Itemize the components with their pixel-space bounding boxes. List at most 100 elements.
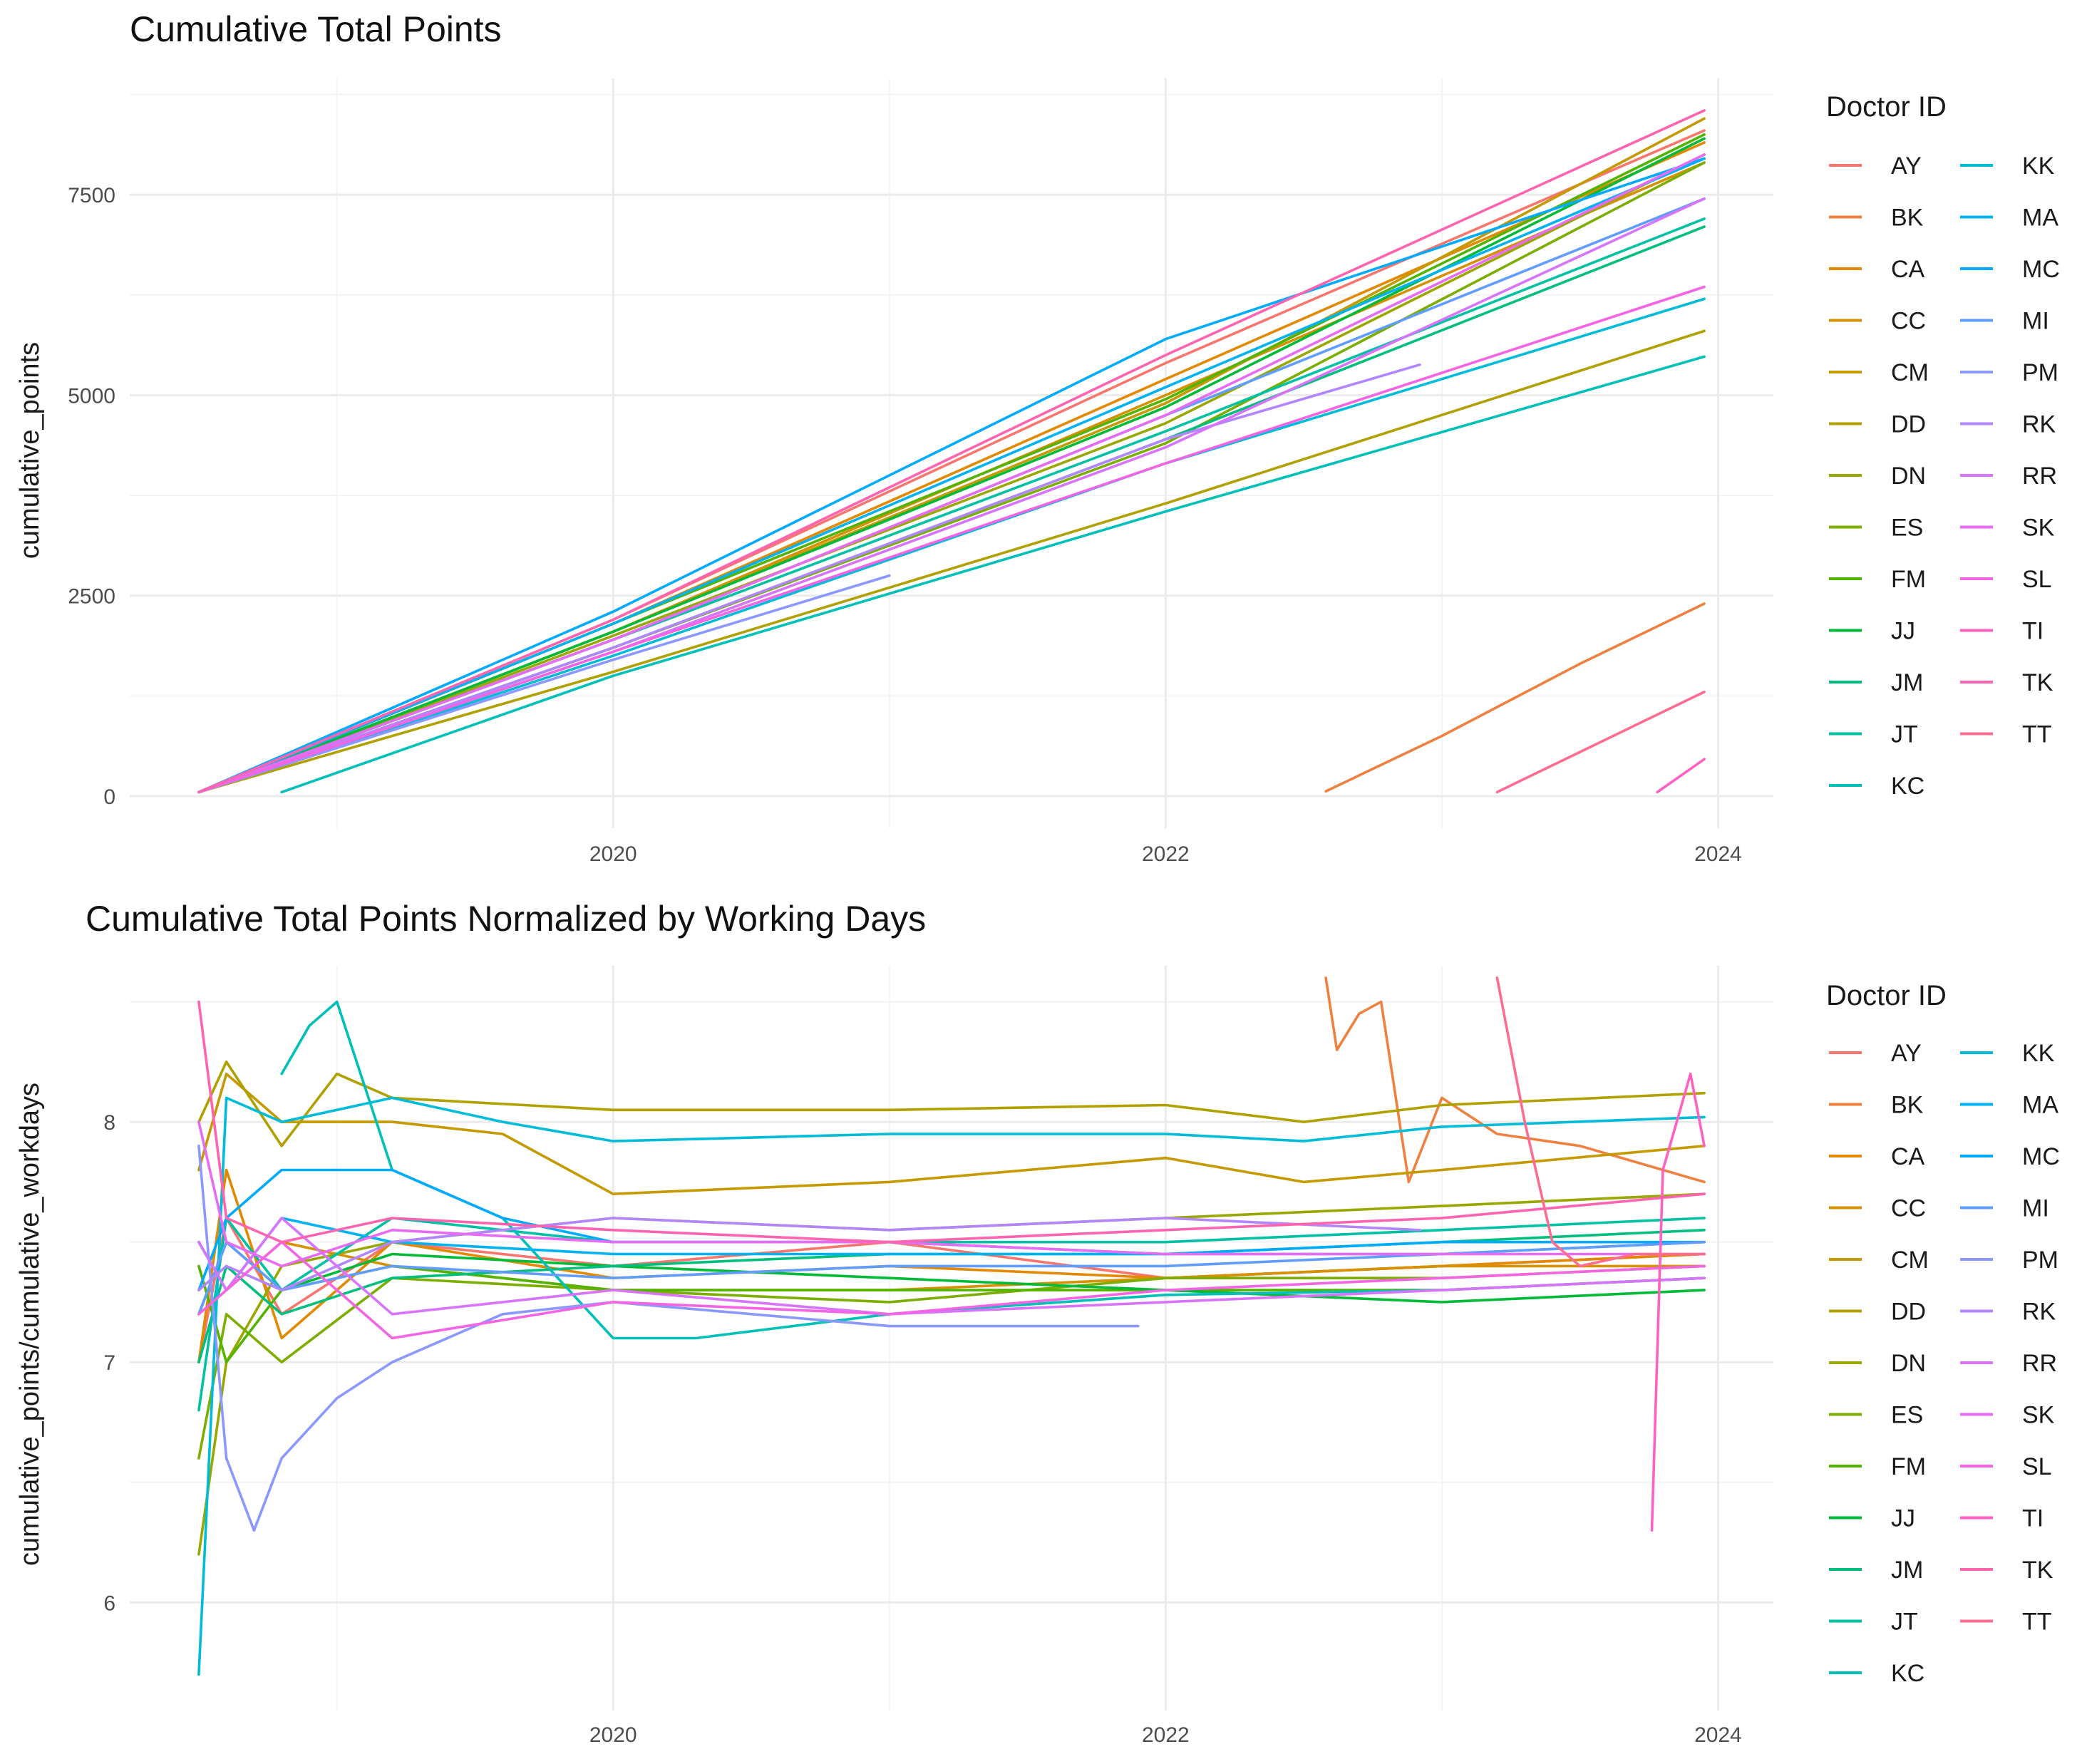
legend-label-jj: JJ bbox=[1891, 1505, 1915, 1532]
series-line-rk bbox=[197, 1217, 1421, 1291]
top-chart-legend: AY BK CA CC CM DD DN ES FM JJ JM JT KC KK MA MC MI PM RK RR… bbox=[1829, 153, 2060, 800]
legend-label-es: ES bbox=[1891, 515, 1923, 542]
top-chart-lines bbox=[197, 109, 1706, 794]
legend-label-cc: CC bbox=[1891, 308, 1926, 335]
series-line-rk bbox=[197, 363, 1421, 794]
legend-label-dn: DN bbox=[1891, 1350, 1926, 1377]
x-tick-label: 2024 bbox=[1694, 842, 1742, 866]
legend-label-tt: TT bbox=[2022, 721, 2052, 748]
legend-label-sk: SK bbox=[2022, 1402, 2055, 1429]
legend-label-jm: JM bbox=[1891, 669, 1923, 696]
legend-label-mc: MC bbox=[2022, 1143, 2060, 1170]
y-tick-label: 0 bbox=[103, 785, 115, 809]
series-line-kk bbox=[197, 1096, 1706, 1676]
series-line-ma bbox=[197, 157, 1706, 794]
series-line-mc bbox=[197, 1168, 1706, 1291]
series-line-sk bbox=[197, 153, 1706, 794]
legend-label-ti: TI bbox=[2022, 618, 2044, 645]
y-tick-label: 6 bbox=[103, 1592, 115, 1615]
legend-label-ma: MA bbox=[2022, 1092, 2058, 1119]
legend-label-rr: RR bbox=[2022, 1350, 2057, 1377]
top-chart-ylabel: cumulative_points bbox=[15, 342, 45, 559]
legend-label-kc: KC bbox=[1891, 773, 1924, 800]
legend-label-pm: PM bbox=[2022, 359, 2058, 386]
x-tick-label: 2024 bbox=[1694, 1723, 1742, 1747]
series-line-mi bbox=[197, 1240, 1706, 1316]
legend-label-dn: DN bbox=[1891, 463, 1926, 490]
legend-label-dd: DD bbox=[1891, 1299, 1926, 1326]
y-tick-label: 7500 bbox=[68, 184, 115, 207]
series-line-pm bbox=[197, 1145, 1140, 1532]
series-line-kc bbox=[280, 355, 1706, 794]
legend-label-tk: TK bbox=[2022, 669, 2053, 696]
legend-label-mi: MI bbox=[2022, 308, 2049, 335]
legend-label-jt: JT bbox=[1891, 721, 1918, 748]
y-tick-label: 8 bbox=[103, 1111, 115, 1135]
series-line-sl bbox=[197, 285, 1706, 794]
y-tick-label: 2500 bbox=[68, 585, 115, 609]
x-tick-label: 2020 bbox=[589, 1723, 637, 1747]
bottom-chart-ylabel: cumulative_points/cumulative_workdays bbox=[15, 1083, 45, 1566]
bottom-legend-title: Doctor ID bbox=[1826, 980, 1947, 1011]
legend-label-ca: CA bbox=[1891, 1143, 1925, 1170]
series-line-mc bbox=[197, 157, 1706, 794]
top-chart-panel: Cumulative Total Points cumulative_point… bbox=[15, 9, 2060, 866]
legend-label-jj: JJ bbox=[1891, 618, 1915, 645]
legend-label-kk: KK bbox=[2022, 1040, 2055, 1067]
series-line-kc bbox=[280, 1000, 1706, 1340]
x-tick-label: 2022 bbox=[1142, 1723, 1190, 1747]
bottom-chart-title: Cumulative Total Points Normalized by Wo… bbox=[86, 899, 926, 939]
x-tick-label: 2022 bbox=[1142, 842, 1190, 866]
legend-label-tk: TK bbox=[2022, 1557, 2053, 1584]
series-line-dd bbox=[197, 329, 1706, 794]
y-tick-label: 7 bbox=[103, 1351, 115, 1375]
bottom-chart-lines bbox=[197, 976, 1706, 1676]
bottom-chart-panel: Cumulative Total Points Normalized by Wo… bbox=[15, 899, 2060, 1747]
series-line-tt bbox=[1495, 976, 1706, 1268]
legend-label-cm: CM bbox=[1891, 359, 1929, 386]
series-line-rr bbox=[197, 1217, 1706, 1316]
x-tick-label: 2020 bbox=[589, 842, 637, 866]
legend-label-ay: AY bbox=[1891, 153, 1922, 180]
legend-label-sk: SK bbox=[2022, 515, 2055, 542]
legend-label-ca: CA bbox=[1891, 256, 1925, 283]
series-line-tk bbox=[197, 109, 1706, 794]
legend-label-ay: AY bbox=[1891, 1040, 1922, 1067]
series-line-cm bbox=[197, 117, 1706, 794]
legend-label-rk: RK bbox=[2022, 411, 2056, 438]
legend-label-sl: SL bbox=[2022, 1453, 2052, 1480]
series-line-tk bbox=[197, 1000, 1706, 1244]
bottom-chart-legend: AY BK CA CC CM DD DN ES FM JJ JM JT KC KK MA MC MI PM RK RR… bbox=[1829, 1040, 2060, 1687]
legend-label-sl: SL bbox=[2022, 566, 2052, 593]
series-line-cm bbox=[197, 1072, 1706, 1195]
legend-label-bk: BK bbox=[1891, 1092, 1924, 1119]
series-line-sk bbox=[197, 1120, 1706, 1268]
legend-label-ma: MA bbox=[2022, 205, 2058, 232]
series-line-pm bbox=[197, 574, 891, 794]
y-tick-label: 5000 bbox=[68, 384, 115, 408]
legend-label-mi: MI bbox=[2022, 1195, 2049, 1222]
legend-label-cc: CC bbox=[1891, 1195, 1926, 1222]
legend-label-jt: JT bbox=[1891, 1609, 1918, 1636]
legend-label-rk: RK bbox=[2022, 1299, 2056, 1326]
top-legend-title: Doctor ID bbox=[1826, 91, 1947, 123]
series-line-sl bbox=[197, 1240, 1706, 1340]
legend-label-mc: MC bbox=[2022, 256, 2060, 283]
series-line-bk bbox=[1324, 976, 1706, 1184]
top-chart-title: Cumulative Total Points bbox=[130, 9, 502, 49]
legend-label-rr: RR bbox=[2022, 463, 2057, 490]
legend-label-kk: KK bbox=[2022, 153, 2055, 180]
series-line-ti bbox=[1656, 758, 1706, 794]
legend-label-cm: CM bbox=[1891, 1247, 1929, 1274]
series-line-dn bbox=[197, 153, 1706, 794]
series-line-bk bbox=[1324, 602, 1706, 793]
legend-label-dd: DD bbox=[1891, 411, 1926, 438]
legend-label-kc: KC bbox=[1891, 1660, 1924, 1687]
series-line-dd bbox=[197, 1061, 1706, 1147]
legend-label-bk: BK bbox=[1891, 205, 1924, 232]
legend-label-pm: PM bbox=[2022, 1247, 2058, 1274]
legend-label-fm: FM bbox=[1891, 1453, 1926, 1480]
legend-label-es: ES bbox=[1891, 1402, 1923, 1429]
series-line-kk bbox=[197, 297, 1706, 794]
